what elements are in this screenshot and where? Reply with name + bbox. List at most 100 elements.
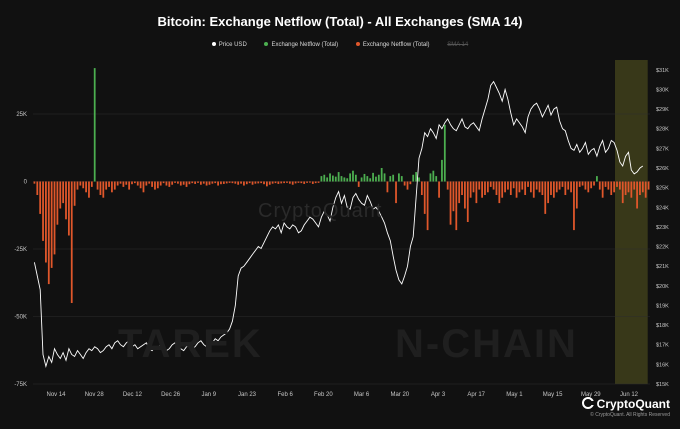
netflow-bar [332, 175, 334, 182]
netflow-bar [352, 170, 354, 182]
netflow-bar [300, 181, 303, 184]
netflow-bar [512, 181, 515, 189]
netflow-bar [102, 181, 105, 198]
netflow-bar [36, 181, 39, 195]
netflow-bar [171, 181, 174, 185]
netflow-bar [139, 181, 142, 189]
x-axis-tick: Nov 28 [85, 392, 105, 398]
right-axis-tick: $15K [656, 382, 669, 388]
netflow-bar [174, 181, 176, 183]
netflow-bar [148, 181, 151, 184]
netflow-bar [541, 181, 544, 195]
netflow-bar [504, 181, 506, 193]
netflow-bar [156, 181, 159, 189]
netflow-bar [283, 181, 285, 184]
right-axis-tick: $23K [656, 225, 669, 231]
netflow-bar [73, 181, 76, 206]
netflow-bar [403, 181, 406, 186]
netflow-bar [395, 181, 397, 204]
netflow-bar [420, 181, 423, 195]
netflow-bar [67, 181, 70, 236]
right-axis-tick: $25K [656, 186, 669, 192]
netflow-bar [162, 181, 165, 184]
netflow-bar [337, 172, 340, 182]
cryptoquant-logo-icon [581, 397, 594, 412]
netflow-bar [122, 181, 125, 187]
netflow-bar [438, 181, 440, 198]
netflow-bar [423, 181, 426, 214]
netflow-bar [291, 181, 294, 185]
netflow-bar [530, 181, 532, 193]
brand-name: CryptoQuant [596, 397, 670, 411]
netflow-bar [481, 181, 484, 198]
netflow-bar [607, 181, 610, 190]
netflow-bar [251, 181, 254, 185]
x-axis-tick: Mar 6 [354, 392, 370, 398]
netflow-bar [151, 181, 153, 187]
netflow-bar [343, 177, 346, 182]
netflow-bar [119, 181, 122, 184]
netflow-bar [366, 176, 369, 182]
netflow-bar [567, 181, 570, 190]
x-axis-tick: Dec 26 [161, 392, 181, 398]
netflow-bar [616, 181, 618, 187]
right-axis-tick: $19K [656, 303, 669, 309]
netflow-bar [303, 181, 306, 184]
right-axis-tick: $16K [656, 362, 669, 368]
cryptoquant-watermark: CryptoQuant [258, 200, 383, 222]
netflow-bar [630, 181, 633, 198]
netflow-bar [375, 176, 377, 182]
netflow-bar [257, 181, 260, 184]
netflow-bar [311, 181, 314, 184]
netflow-bar [636, 181, 638, 209]
netflow-bar [108, 181, 110, 187]
x-axis-tick: May 29 [581, 392, 601, 398]
netflow-bar [65, 181, 67, 220]
left-axis-tick: -50K [14, 315, 27, 321]
netflow-bar [194, 181, 197, 184]
netflow-bar [564, 181, 567, 195]
right-axis-tick: $17K [656, 343, 669, 349]
highlight-range [614, 60, 648, 384]
netflow-bar [188, 181, 191, 185]
netflow-bar [248, 181, 251, 184]
legend-item-inflow[interactable]: Exchange Netflow (Total) [264, 42, 338, 48]
netflow-bar [340, 176, 343, 182]
x-axis-tick: Mar 20 [390, 392, 409, 398]
netflow-bar [400, 176, 403, 182]
netflow-bar [202, 181, 205, 184]
netflow-bar [464, 181, 466, 209]
netflow-bar [96, 181, 99, 190]
legend-item-outflow[interactable]: Exchange Netflow (Total) [355, 42, 430, 48]
netflow-bar [386, 181, 389, 193]
legend-label-sma: SMA 14 [447, 42, 469, 48]
x-axis-tick: Feb 20 [314, 392, 333, 398]
right-axis-tick: $20K [656, 284, 669, 290]
netflow-bar [47, 181, 50, 285]
netflow-bar [641, 181, 644, 193]
netflow-bar [280, 181, 283, 184]
netflow-bar [538, 181, 541, 193]
right-axis-tick: $27K [656, 146, 669, 152]
netflow-bar [349, 173, 351, 182]
netflow-bar [79, 181, 82, 186]
netflow-bar [254, 181, 257, 184]
netflow-bar [116, 181, 119, 186]
netflow-bar [498, 181, 501, 204]
netflow-bar [263, 181, 265, 185]
netflow-bar [604, 181, 607, 187]
netflow-bar [570, 181, 572, 193]
netflow-bar [406, 181, 409, 190]
legend-item-price[interactable]: Price USD [211, 42, 247, 48]
netflow-bar [601, 181, 604, 198]
netflow-bar [452, 181, 455, 212]
netflow-bar [633, 181, 636, 190]
netflow-bar [418, 177, 420, 182]
netflow-bar [168, 181, 171, 187]
netflow-bar [271, 181, 274, 184]
netflow-bar [484, 181, 486, 195]
legend-item-sma[interactable]: SMA 14 [447, 42, 468, 48]
x-axis-tick: May 1 [506, 392, 523, 398]
x-axis-tick: Jan 9 [201, 392, 216, 398]
